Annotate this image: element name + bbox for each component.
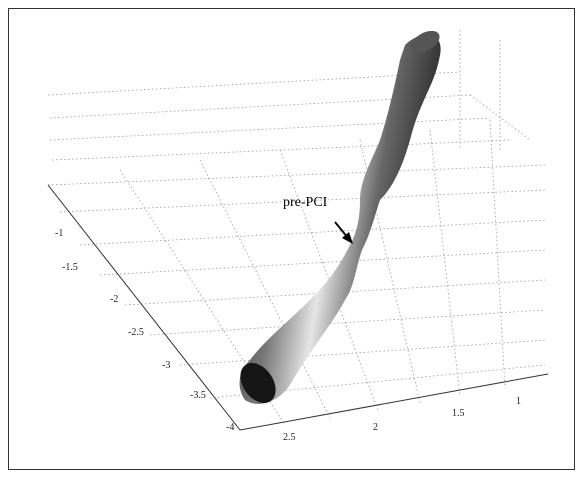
tick-label: 1 — [516, 396, 521, 407]
tick-label: 1.5 — [452, 408, 465, 419]
tick-label: -1 — [55, 228, 63, 239]
tick-label: -2 — [110, 294, 118, 305]
figure: pre-PCI -1 -1.5 -2 -2.5 -3 -3.5 -4 2.5 2 1.5 1 — [0, 0, 583, 479]
tick-label: -2.5 — [128, 327, 144, 338]
tick-label: 2.5 — [283, 432, 296, 443]
tick-label: -3 — [162, 360, 170, 371]
tick-label: -3.5 — [190, 390, 206, 401]
tick-label: -1.5 — [62, 262, 78, 273]
annotation: pre-PCI — [283, 195, 328, 210]
frame — [9, 9, 575, 470]
tick-label: -4 — [226, 422, 234, 433]
tick-label: 2 — [373, 422, 378, 433]
